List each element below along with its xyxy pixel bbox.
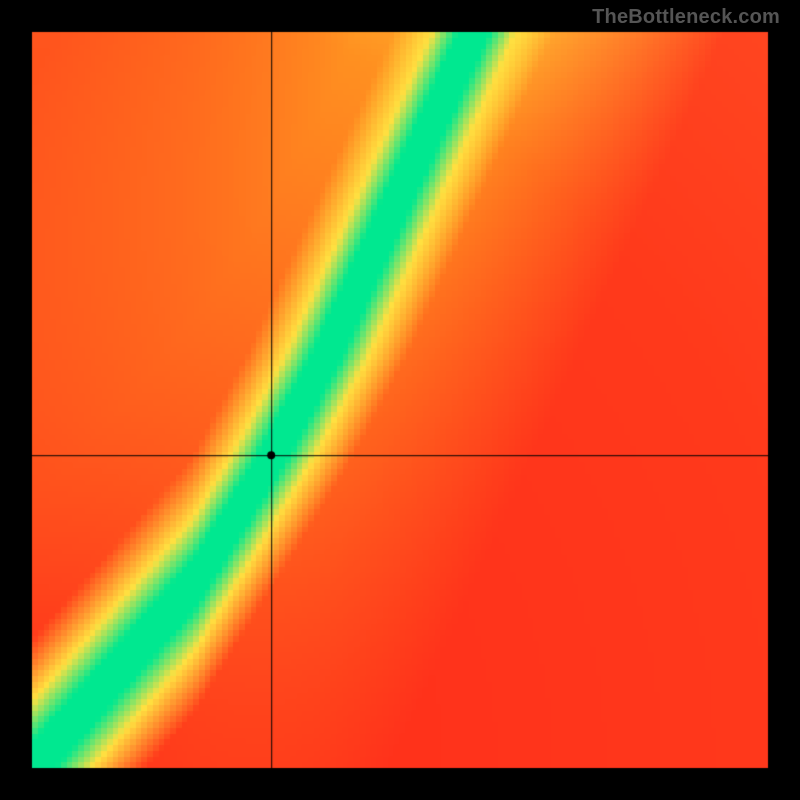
watermark-text: TheBottleneck.com	[592, 6, 780, 29]
chart-container: TheBottleneck.com	[0, 0, 800, 800]
bottleneck-heatmap	[0, 0, 800, 800]
